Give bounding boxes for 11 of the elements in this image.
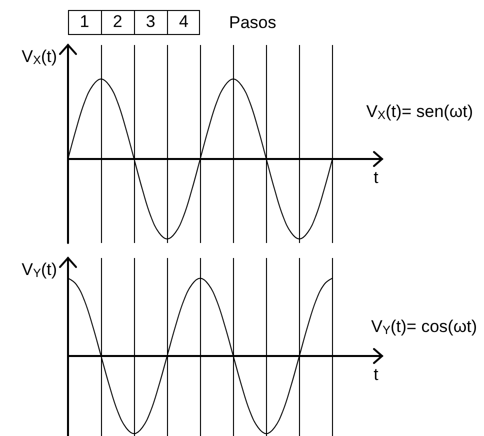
annotation: V$_{X}$(t)= sen(ωt) [366, 102, 473, 122]
x2-tick-label: 3 [146, 12, 156, 31]
x-axis-title: t [374, 364, 379, 384]
x-axis-title: t [374, 168, 379, 187]
y-axis-title: V$_{Y}$(t) [22, 260, 57, 280]
y-axis-title: V$_{X}$(t) [22, 47, 57, 67]
annotation: V$_{Y}$(t)= cos(ωt) [371, 317, 477, 337]
x2-tick-label: 2 [112, 12, 122, 31]
x2-tick-label: 4 [178, 12, 188, 31]
x2-tick-label: 1 [80, 12, 90, 31]
x2-axis-title: Pasos [229, 13, 276, 32]
